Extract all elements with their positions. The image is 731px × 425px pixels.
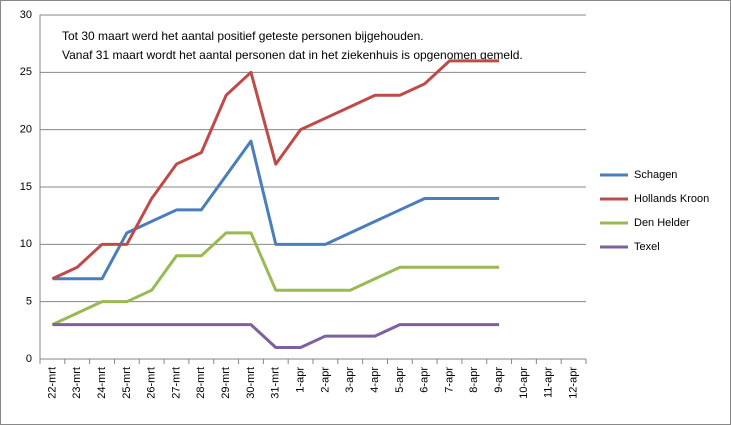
x-tick-label: 7-apr [443,367,455,393]
legend-label: Hollands Kroon [634,193,709,205]
legend-label: Den Helder [634,217,690,229]
x-tick-label: 8-apr [468,367,480,393]
x-tick-label: 25-mrt [121,367,133,399]
y-tick-label: 20 [20,124,32,136]
y-tick-label: 30 [20,9,32,21]
x-tick-label: 28-mrt [195,367,207,399]
x-tick-label: 6-apr [419,367,431,393]
x-tick-label: 23-mrt [71,367,83,399]
x-tick-label: 2-apr [319,367,331,393]
x-tick-label: 24-mrt [96,367,108,399]
y-tick-label: 10 [20,238,32,250]
y-tick-label: 5 [26,296,32,308]
y-tick-label: 15 [20,181,32,193]
series-line [52,323,500,350]
x-tick-label: 10-apr [518,367,530,399]
x-tick-label: 1-apr [294,367,306,393]
annotation: Tot 30 maart werd het aantal positief ge… [62,29,424,43]
x-tick-label: 29-mrt [220,367,232,399]
x-tick-label: 3-apr [344,367,356,393]
x-tick-label: 9-apr [493,367,505,393]
x-tick-label: 26-mrt [146,367,158,399]
legend-label: Texel [634,241,660,253]
series-line [51,231,500,326]
x-tick-label: 4-apr [369,367,381,393]
y-tick-label: 0 [26,353,32,365]
x-tick-label: 11-apr [543,367,555,398]
x-tick-label: 22-mrt [46,367,58,399]
x-tick-label: 5-apr [394,367,406,393]
x-tick-label: 31-mrt [270,367,282,399]
x-tick-label: 30-mrt [245,367,257,399]
x-tick-label: 12-apr [567,367,579,399]
annotation: Vanaf 31 maart wordt het aantal personen… [62,48,523,62]
series-line [51,59,500,281]
legend-label: Schagen [634,169,677,181]
series-line [52,139,500,281]
x-tick-label: 27-mrt [170,367,182,399]
y-tick-label: 25 [20,66,32,78]
